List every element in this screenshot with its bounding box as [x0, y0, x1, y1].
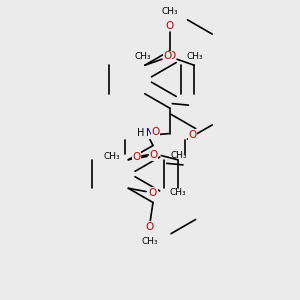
Text: CH₃: CH₃	[169, 188, 186, 197]
Text: CH₃: CH₃	[134, 52, 151, 61]
Text: CH₃: CH₃	[187, 52, 203, 61]
Text: O: O	[150, 150, 158, 160]
Text: CH₃: CH₃	[103, 152, 120, 161]
Text: CH₃: CH₃	[170, 151, 187, 160]
Text: O: O	[133, 152, 141, 162]
Text: O: O	[163, 51, 171, 61]
Text: N: N	[146, 128, 153, 138]
Text: O: O	[151, 128, 159, 137]
Text: H: H	[137, 128, 144, 138]
Text: O: O	[149, 188, 157, 198]
Text: O: O	[165, 20, 174, 31]
Text: CH₃: CH₃	[161, 7, 178, 16]
Text: O: O	[168, 51, 176, 61]
Text: O: O	[188, 130, 197, 140]
Text: CH₃: CH₃	[141, 237, 158, 246]
Text: O: O	[145, 222, 154, 232]
